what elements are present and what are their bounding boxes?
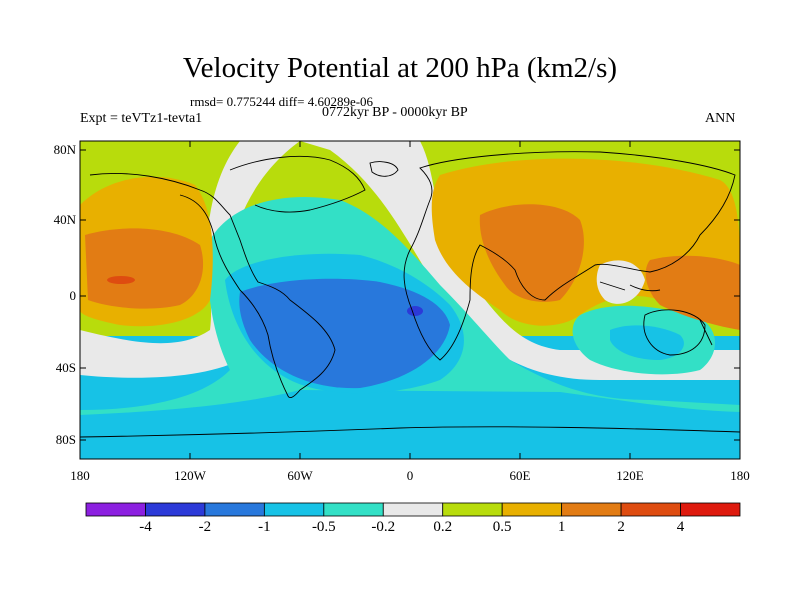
contour-neutral-maritime [596,260,645,304]
season-label: ANN [705,111,736,126]
contour-positive-eastasia-mid [645,255,740,330]
colorbar-swatch [561,502,622,517]
coastlines [80,151,740,438]
contour-positive-westpac-mid [85,228,204,309]
colorbar-label: -4 [139,519,152,535]
map-title: Velocity Potential at 200 hPa (km2/s) [182,52,618,84]
lon-label-180w: 180 [70,468,90,483]
colorbar-swatch [620,502,681,517]
contour-negative-strong [239,278,450,389]
colorbar-swatch [263,502,325,517]
colorbar-label: -2 [198,519,212,535]
lon-label-0: 0 [406,468,414,483]
contour-positive-westpac-core [107,276,135,284]
colorbar-swatch [85,502,146,517]
lon-label-60e: 60E [509,468,531,483]
colorbar-swatch [501,502,563,517]
contour-negative-core [407,306,423,316]
lon-label-120w: 120W [174,468,206,483]
colorbar-swatch [680,502,741,517]
colorbar-swatch [145,502,206,517]
colorbar-label: -1 [258,519,271,535]
lat-label-80s: 80S [55,432,76,447]
contour-positive-eurasia-mid [479,204,584,302]
lat-label-40n: 40N [53,212,76,227]
contour-negative-south [80,390,740,459]
lat-label-80n: 80N [53,142,76,157]
colorbar-label: 0.5 [492,519,512,535]
lon-label-60w: 60W [287,468,313,483]
lat-label-0: 0 [69,288,77,303]
experiment-label: Expt = teVTz1-tevta1 [80,111,203,126]
colorbar [85,502,741,517]
colorbar-label: -0.5 [311,519,336,535]
rmsd-diff-stats: rmsd= 0.775244 diff= 4.60289e-06 [190,94,374,109]
colorbar-swatch [442,502,503,517]
colorbar-swatch [204,502,265,517]
axis-ticks [79,141,741,459]
colorbar-label: -0.2 [371,519,396,535]
colorbar-label: 2 [617,519,625,535]
period-label: 0772kyr BP - 0000kyr BP [322,105,468,120]
colorbar-label: 1 [557,519,566,535]
contour-neutral-west [80,141,300,378]
lat-label-40s: 40S [55,360,76,375]
colorbar-label: 4 [676,519,685,535]
lon-label-120e: 120E [616,468,644,483]
colorbar-swatch [323,502,384,517]
colorbar-label: 0.2 [433,519,453,535]
contour-field [80,141,740,459]
contour-negative-indian-core [610,325,684,360]
lon-label-180e: 180 [730,468,750,483]
colorbar-swatch [382,502,444,517]
